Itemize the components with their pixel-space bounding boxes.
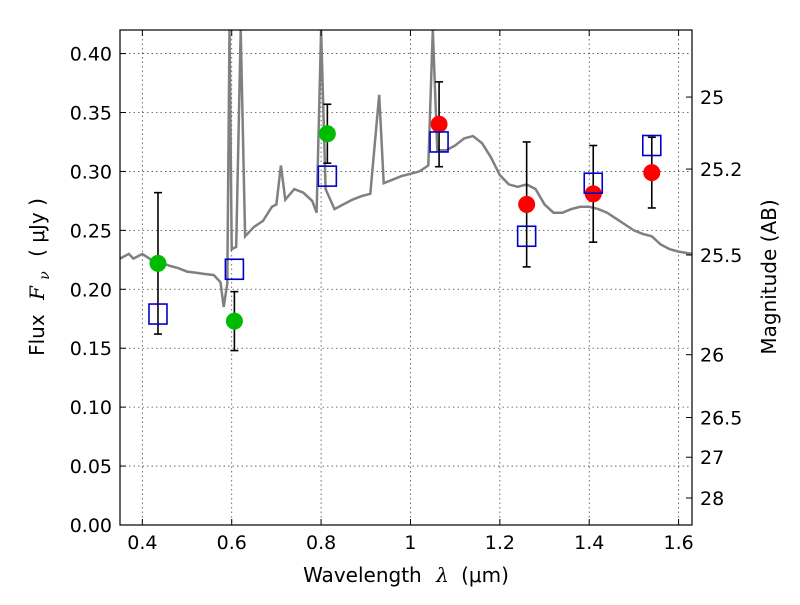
y2-tick-label: 25.2 — [700, 159, 742, 181]
y-tick-label: 0.40 — [70, 44, 112, 66]
model-square-marker — [148, 303, 168, 325]
x-tick-label: 1.6 — [663, 532, 693, 554]
x-tick-label: 1.2 — [485, 532, 515, 554]
y-tick-label: 0.20 — [70, 279, 112, 301]
y2-tick-label: 25.5 — [700, 245, 742, 267]
data-point — [430, 115, 448, 133]
x-tick-label: 0.8 — [306, 532, 336, 554]
spectrum-layer — [120, 30, 692, 308]
spectrum-line — [120, 30, 692, 308]
data-marks — [148, 81, 662, 352]
y-tick-label: 0.15 — [70, 338, 112, 360]
x-tick-label: 0.6 — [217, 532, 247, 554]
y2-tick-label: 26.5 — [700, 408, 742, 430]
x-axis-label: Wavelength λ (μm) — [303, 563, 509, 587]
ticks — [120, 30, 692, 526]
data-point — [318, 125, 336, 143]
y2-tick-label: 26 — [700, 345, 724, 367]
grid — [120, 30, 692, 526]
model-square-marker — [583, 172, 604, 195]
data-point — [225, 312, 243, 330]
y2-tick-labels: 25 25.2 25.5 26 26.5 27 28 — [700, 87, 742, 510]
model-square-marker — [516, 225, 537, 248]
y-tick-label: 0.10 — [70, 397, 112, 419]
y-tick-label: 0.05 — [70, 456, 112, 478]
y2-tick-label: 27 — [700, 447, 724, 469]
data-point — [518, 195, 536, 213]
y-tick-label: 0.25 — [70, 220, 112, 242]
y-tick-labels: 0.00 0.05 0.10 0.15 0.20 0.25 0.30 0.35 0.40 — [70, 44, 112, 537]
plot-frame — [119, 29, 693, 526]
y2-axis-label: Magnitude (AB) — [757, 199, 781, 354]
x-tick-label: 1 — [404, 532, 416, 554]
data-point — [643, 164, 661, 182]
y2-tick-label: 28 — [700, 488, 724, 510]
model-square-marker — [429, 131, 449, 153]
model-square-marker — [317, 165, 338, 187]
x-tick-label: 0.4 — [127, 532, 157, 554]
y-tick-label: 0.35 — [70, 103, 112, 125]
x-tick-labels: 0.4 0.6 0.8 1 1.2 1.4 1.6 — [127, 532, 693, 554]
y2-tick-label: 25 — [700, 87, 724, 109]
y-tick-label: 0.30 — [70, 161, 112, 183]
model-square-marker — [224, 258, 245, 281]
data-point — [149, 254, 167, 272]
x-tick-label: 1.4 — [574, 532, 604, 554]
y-axis-label: Flux F ν ( μJy ) — [25, 198, 54, 356]
y-tick-label: 0.00 — [70, 515, 112, 537]
model-square-marker — [641, 134, 662, 157]
